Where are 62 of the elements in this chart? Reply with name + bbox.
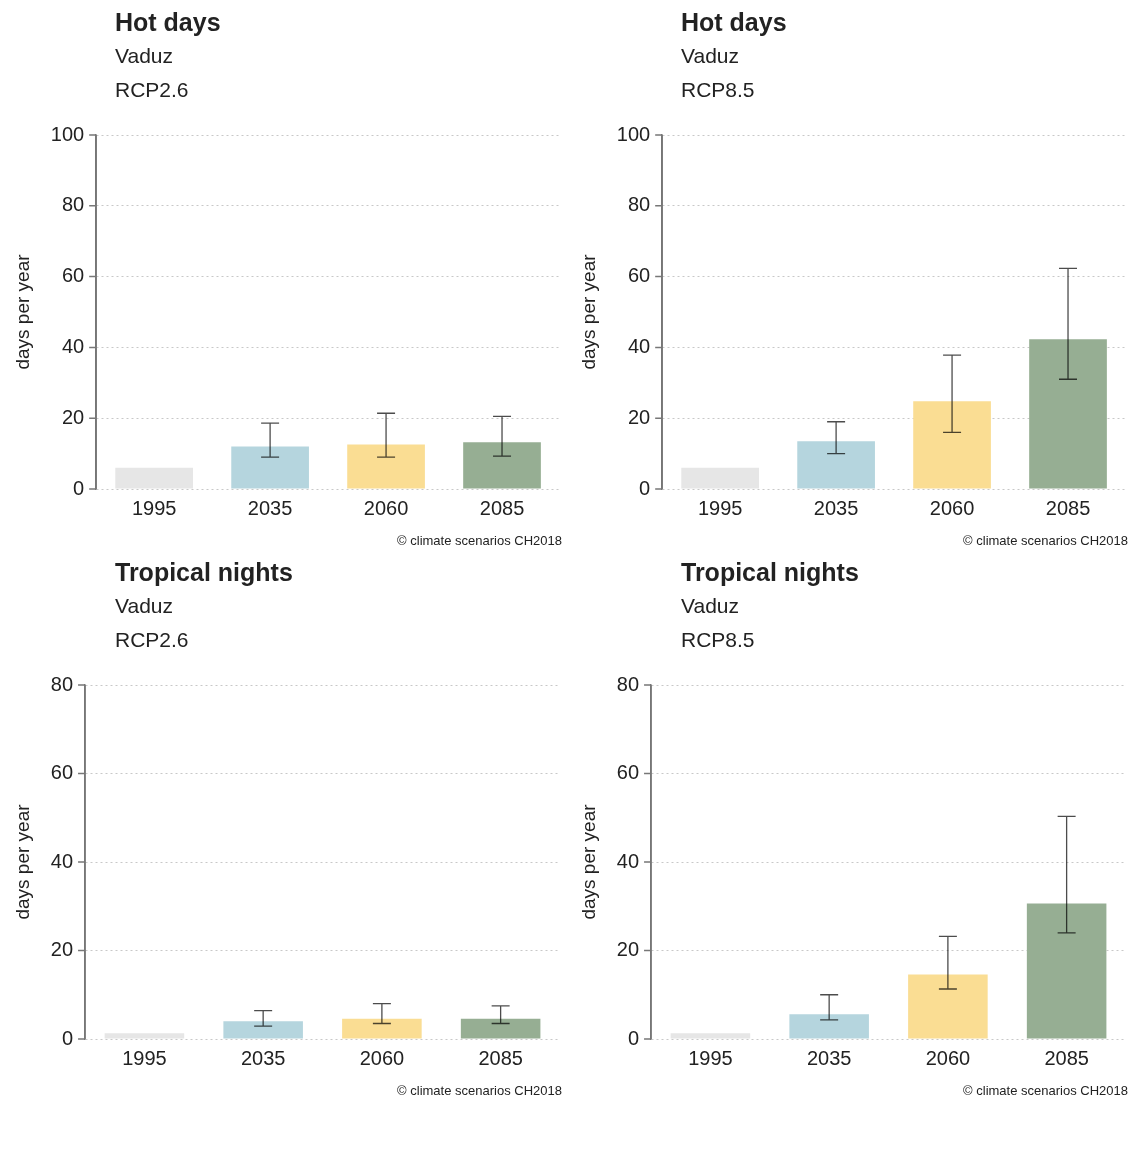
x-tick-label: 2060 (359, 1046, 405, 1069)
text: © climate scenarios CH2018 (962, 533, 1129, 548)
y-tick-label: 20 (627, 405, 651, 428)
text: © climate scenarios CH2018 (396, 533, 563, 548)
y-tick-label: 100 (50, 122, 85, 145)
bar (913, 401, 991, 489)
y-tick-label: 0 (639, 476, 651, 499)
chart-subtitle: Vaduz RCP8.5 (681, 43, 756, 103)
y-tick-label: 40 (616, 849, 640, 872)
x-tick-label: 2085 (479, 496, 525, 519)
y-tick-label: 40 (61, 334, 85, 357)
y-tick-label: 0 (73, 476, 85, 499)
chart-title: Tropical nights (115, 558, 294, 587)
bar (797, 441, 875, 489)
x-tick-label: 1995 (131, 496, 177, 519)
y-tick-label: 40 (50, 849, 74, 872)
bar (789, 1014, 869, 1039)
x-tick-label: 2035 (247, 496, 293, 519)
x-tick-label: 1995 (122, 1046, 167, 1069)
chart-subtitle: Vaduz RCP8.5 (681, 593, 756, 653)
y-tick-label: 60 (50, 761, 74, 784)
y-tick-label: 20 (50, 938, 74, 961)
x-tick-label: 1995 (697, 496, 743, 519)
y-tick-label: 80 (616, 672, 640, 695)
x-tick-label: 2035 (240, 1046, 286, 1069)
text: © climate scenarios CH2018 (962, 1083, 1129, 1098)
y-tick-label: 80 (61, 193, 85, 216)
x-tick-label: 1995 (688, 1046, 733, 1069)
x-tick-label: 2035 (813, 496, 859, 519)
x-tick-label: 2060 (363, 496, 409, 519)
x-tick-label: 2085 (1044, 1046, 1089, 1069)
bar (1026, 903, 1107, 1039)
y-tick-label: 40 (627, 334, 651, 357)
x-tick-label: 2085 (478, 1046, 523, 1069)
y-tick-label: 80 (50, 672, 74, 695)
y-axis-title: days per year (577, 253, 599, 370)
chart-title: Tropical nights (681, 558, 860, 587)
x-tick-label: 2035 (806, 1046, 852, 1069)
bar (670, 1033, 751, 1039)
y-tick-label: 20 (61, 405, 85, 428)
y-tick-label: 0 (627, 1026, 640, 1049)
bar (908, 974, 988, 1039)
x-tick-label: 2060 (925, 1046, 971, 1069)
y-tick-label: 60 (627, 264, 651, 287)
y-axis-title: days per year (11, 803, 33, 920)
y-tick-label: 60 (616, 761, 640, 784)
bar (1029, 339, 1107, 489)
chart-title: Hot days (681, 8, 788, 37)
y-tick-label: 60 (61, 264, 85, 287)
bar (681, 467, 759, 489)
chart-subtitle: Vaduz RCP2.6 (115, 593, 190, 653)
y-axis-title: days per year (11, 253, 33, 370)
y-tick-label: 80 (627, 193, 651, 216)
chart-subtitle: Vaduz RCP2.6 (115, 43, 190, 103)
text: © climate scenarios CH2018 (396, 1083, 563, 1098)
y-tick-label: 100 (616, 122, 651, 145)
y-axis-title: days per year (577, 803, 599, 920)
chart-title: Hot days (115, 8, 222, 37)
y-tick-label: 0 (61, 1026, 74, 1049)
x-tick-label: 2085 (1045, 496, 1091, 519)
y-tick-label: 20 (616, 938, 640, 961)
x-tick-label: 2060 (929, 496, 975, 519)
